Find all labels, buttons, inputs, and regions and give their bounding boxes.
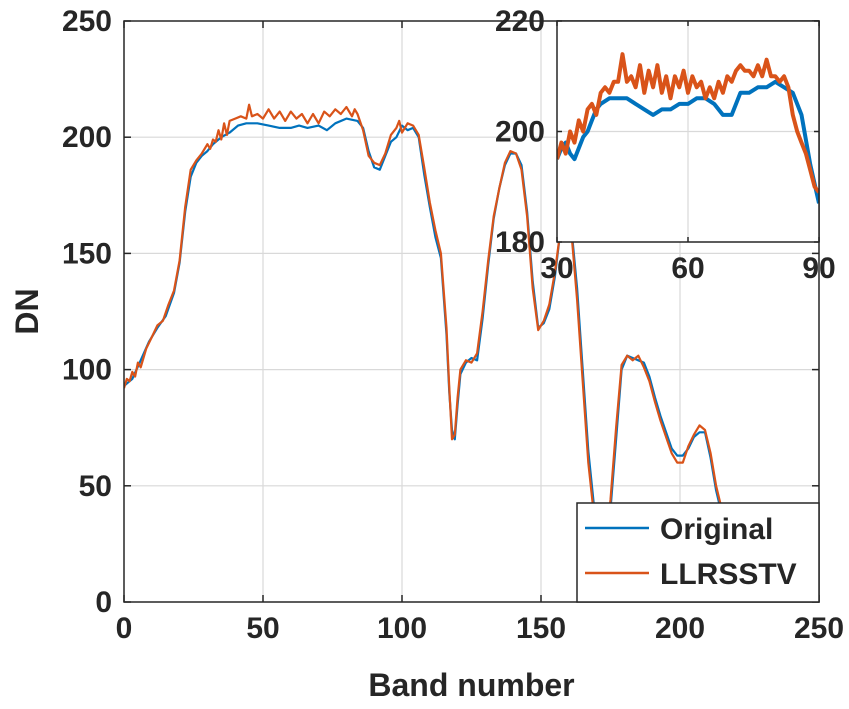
legend-label-original: Original — [660, 513, 773, 546]
main-y-tick-label: 250 — [62, 5, 112, 38]
legend-label-llrsstv: LLRSSTV — [660, 558, 797, 591]
x-axis-label: Band number — [368, 667, 574, 703]
main-y-tick-label: 0 — [95, 586, 112, 619]
inset-x-tick-label: 90 — [802, 252, 835, 285]
legend: Original LLRSSTV — [576, 502, 820, 603]
main-x-tick-label: 100 — [377, 612, 427, 645]
main-x-tick-label: 250 — [794, 612, 844, 645]
main-y-tick-label: 200 — [62, 121, 112, 154]
inset-y-tick-label: 200 — [495, 116, 545, 149]
y-axis-label: DN — [9, 288, 45, 334]
inset-y-tick-label: 220 — [495, 5, 545, 38]
main-x-tick-label: 150 — [516, 612, 566, 645]
inset-plot: 30 60 90 180 200 220 — [495, 5, 836, 285]
main-y-tick-label: 100 — [62, 354, 112, 387]
main-x-tick-label: 0 — [116, 612, 133, 645]
inset-x-tick-label: 30 — [540, 252, 573, 285]
legend-box — [576, 502, 820, 603]
main-axes-frame — [123, 20, 820, 603]
inset-x-tick-label: 60 — [671, 252, 704, 285]
main-y-tick-label: 150 — [62, 237, 112, 270]
main-x-tick-label: 50 — [246, 612, 279, 645]
main-y-tick-label: 50 — [79, 470, 112, 503]
main-x-tick-label: 200 — [655, 612, 705, 645]
inset-series-line-original — [557, 79, 819, 204]
inset-series-line-llrsstv — [557, 52, 819, 194]
main-series-line-llrsstv — [124, 103, 723, 557]
inset-y-tick-label: 180 — [495, 226, 545, 259]
